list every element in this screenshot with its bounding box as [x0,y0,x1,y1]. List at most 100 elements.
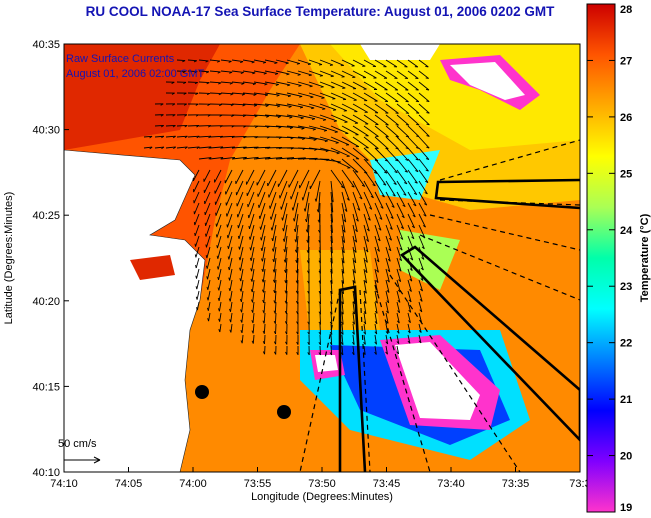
current-vector-head [219,103,223,107]
current-vector [143,135,153,138]
current-vector-head [374,331,378,335]
current-vector [271,213,277,231]
current-vector-head [290,137,294,140]
current-vector [308,136,328,142]
current-vector-head [325,150,329,153]
current-vector [236,191,244,207]
current-vector-head [420,278,424,281]
current-vector-head [251,299,253,303]
current-vector [407,70,419,79]
current-vector [396,92,409,103]
current-vector-head [250,289,253,293]
current-vector-head [194,243,196,247]
current-vector-head [408,299,412,303]
current-vector [385,103,399,114]
current-vector [264,146,282,149]
current-vector-head [248,236,251,240]
current-vector-head [385,341,389,345]
current-vector-head [305,219,307,223]
current-vector-head [394,171,398,174]
current-vector-head [420,267,424,271]
current-vector [196,268,200,279]
current-vector [264,81,279,85]
current-vector-head [341,321,344,325]
x-tick-label: 73:35 [502,478,530,490]
currents-time-label: August 01, 2006 02:00 GMT [66,68,204,80]
current-vector-head [285,341,288,345]
current-vector-head [408,289,412,292]
radar-outlines [338,178,580,472]
current-vector [418,334,422,344]
current-vector-head [284,300,287,304]
current-vector [396,301,401,313]
y-tick-label: 40:30 [32,125,60,137]
current-vector-head [263,72,267,75]
current-vector [279,180,288,199]
current-vector-head [251,309,254,313]
x-tick-label: 74:05 [115,478,143,490]
current-vector-head [183,103,187,106]
current-vector-head [418,330,422,333]
current-vector-head [240,340,243,344]
current-vector-head [253,93,257,96]
current-vector [374,323,378,335]
current-vector [363,180,374,199]
colorbar-tick-label: 19 [620,502,632,514]
current-vector-head [329,311,333,315]
current-vector-head [194,82,198,85]
current-vector [285,268,288,284]
current-vector [407,279,412,292]
current-vector-head [240,61,244,64]
current-vector [143,146,153,149]
current-vector-head [249,247,252,251]
current-vector-head [377,249,380,252]
current-vector-head [262,341,265,345]
current-vector [263,279,266,293]
current-vector [242,114,258,117]
current-vector [242,92,257,95]
current-vector-head [172,135,176,139]
current-vector-head [253,104,258,107]
current-vector-head [329,342,333,346]
current-vector [407,312,411,323]
current-vector-head [299,106,304,109]
current-vector [220,146,235,149]
current-vector [374,224,381,242]
current-vector [248,202,255,219]
current-vector-head [341,311,344,315]
current-vector [352,345,355,355]
current-vector-head [307,341,310,345]
current-vector-head [407,330,411,334]
current-vector [216,235,222,249]
current-vector [352,301,356,315]
current-vector [352,235,357,253]
current-vector-head [240,309,243,313]
current-vector [396,290,401,303]
current-vector [203,180,211,194]
current-vector [352,180,363,200]
current-vector [330,136,350,146]
current-vector-head [238,246,240,250]
current-vector [385,290,390,303]
current-vector-head [404,182,408,185]
current-vector-head [194,71,198,74]
current-vector-head [272,269,275,273]
current-vector [286,114,304,119]
current-vector [363,268,368,284]
current-vector-head [323,130,327,132]
current-vector [227,213,233,228]
current-vector [198,135,212,138]
current-vector [249,213,255,229]
current-vector-head [160,103,164,106]
current-vector [286,125,305,129]
current-vector [385,191,395,208]
current-vector [352,59,366,67]
x-axis-label: Longitude (Degrees:Minutes) [251,491,393,503]
current-vector-head [295,290,299,294]
colorbar-tick-label: 22 [620,338,632,350]
current-vector [341,125,359,136]
current-vector [270,202,277,220]
current-vector [385,125,399,138]
current-vector [407,158,419,172]
